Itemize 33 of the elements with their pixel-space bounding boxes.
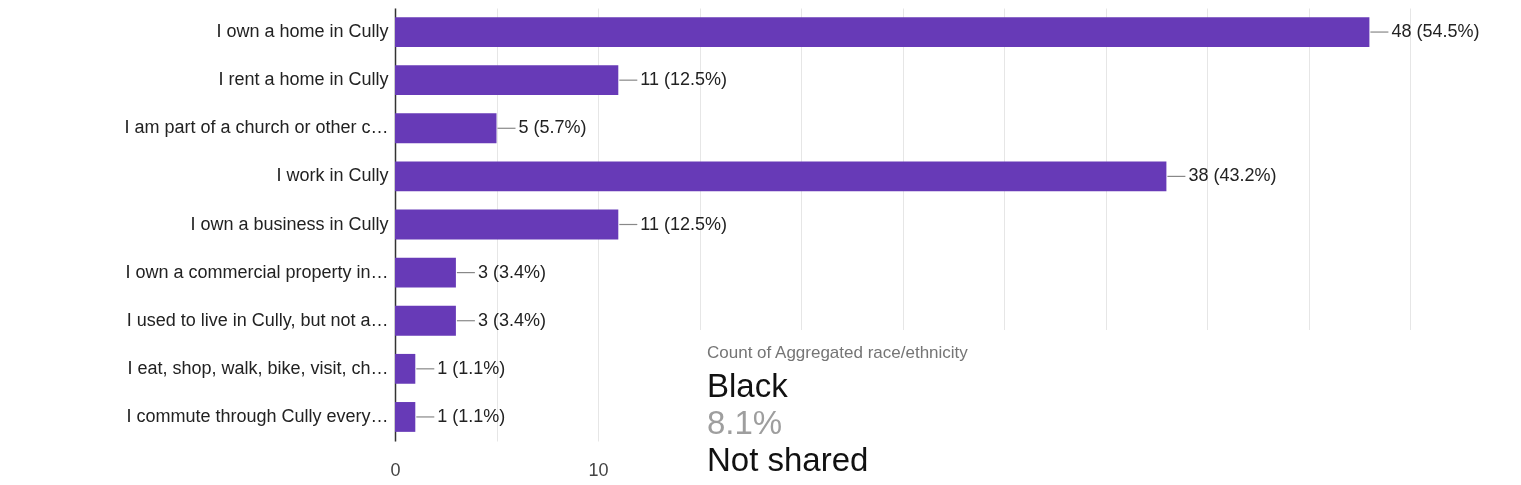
data-label: 3 (3.4%) xyxy=(477,309,546,330)
annotation: 8.1% xyxy=(707,404,783,441)
y-tick-label: I own a business in Cully xyxy=(190,213,389,234)
annotation: Not shared xyxy=(707,441,869,479)
x-tick-label: 0 xyxy=(390,459,401,480)
bar xyxy=(395,257,456,288)
data-label: 48 (54.5%) xyxy=(1391,21,1480,42)
bar xyxy=(395,161,1167,192)
y-tick-label: I rent a home in Cully xyxy=(218,69,389,90)
y-tick-label: I own a commercial property in… xyxy=(125,261,389,282)
data-label: 1 (1.1%) xyxy=(437,405,506,426)
data-label: 11 (12.5%) xyxy=(640,213,728,234)
bar xyxy=(395,113,497,144)
y-tick-label: I commute through Cully every… xyxy=(126,405,389,426)
bar xyxy=(395,402,416,432)
data-label: 38 (43.2%) xyxy=(1188,165,1277,186)
text: Count of Aggregated race/ethnicity xyxy=(707,343,969,362)
data-label: 11 (12.5%) xyxy=(640,69,728,90)
y-tick-label: I used to live in Cully, but not a… xyxy=(126,309,389,330)
bar xyxy=(395,305,456,336)
data-label: 3 (3.4%) xyxy=(477,261,546,282)
y-tick-label: I work in Cully xyxy=(276,165,389,186)
bar xyxy=(395,17,1370,47)
data-label: 5 (5.7%) xyxy=(518,117,587,138)
y-tick-label: I own a home in Cully xyxy=(216,21,389,42)
bar xyxy=(395,209,619,240)
y-tick-label: I eat, shop, walk, bike, visit, ch… xyxy=(127,357,389,378)
data-label: 1 (1.1%) xyxy=(437,357,506,378)
y-tick-label: I am part of a church or other c… xyxy=(124,117,389,138)
annotation: Black xyxy=(707,366,789,404)
x-tick-label: 10 xyxy=(588,459,609,480)
bar xyxy=(395,65,619,96)
bar xyxy=(395,353,416,384)
